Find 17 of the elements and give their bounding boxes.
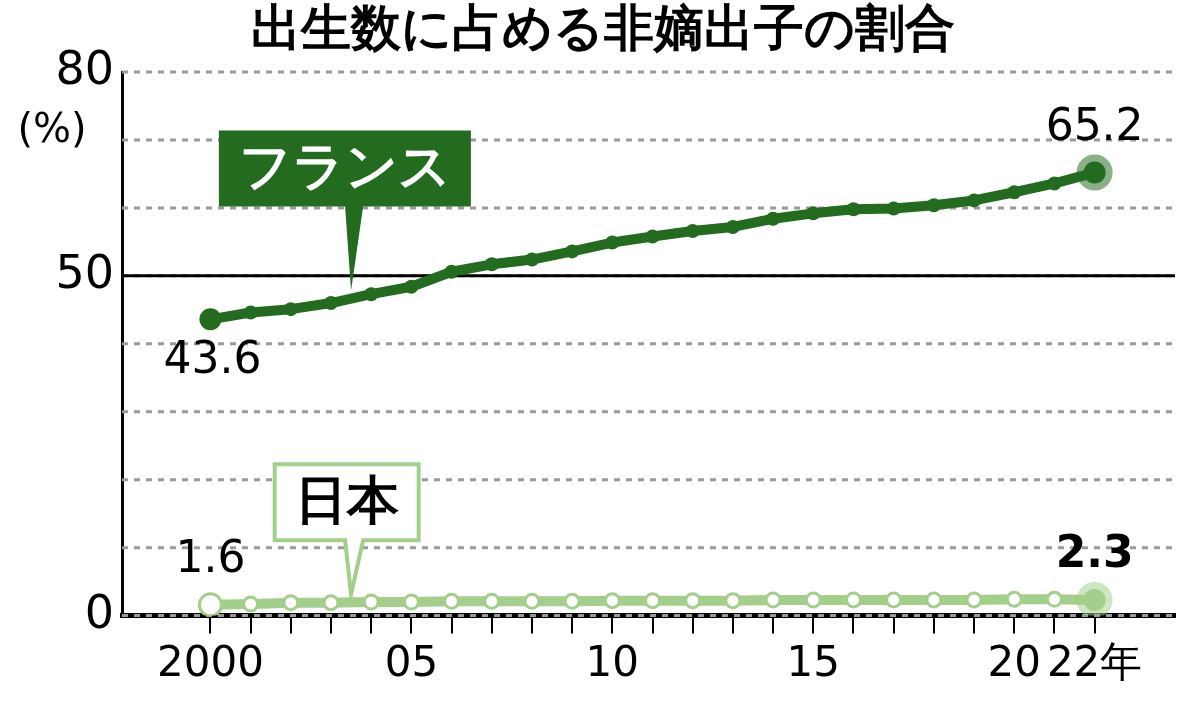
data-label: 65.2 [1045, 99, 1144, 150]
y-tick-label: 50 [55, 244, 114, 299]
y-axis-title: (%) [17, 105, 87, 152]
data-label: 43.6 [163, 331, 262, 383]
y-tick-label: 80 [55, 40, 114, 95]
chart-title: 出生数に占める非嫡出子の割合 [250, 0, 955, 57]
x-tick-label: 15 [786, 636, 841, 686]
data-label: 2.3 [1055, 526, 1134, 578]
series-label: フランス [238, 136, 451, 197]
series-label: 日本 [294, 469, 399, 530]
data-label: 1.6 [175, 531, 246, 583]
x-tick-label: 05 [384, 636, 439, 686]
y-tick-label: 0 [84, 584, 114, 639]
x-tick-label: 22年 [1046, 636, 1143, 686]
x-tick-label: 10 [585, 636, 640, 686]
x-tick-label: 2000 [156, 636, 264, 686]
x-tick-label: 20 [987, 636, 1041, 686]
